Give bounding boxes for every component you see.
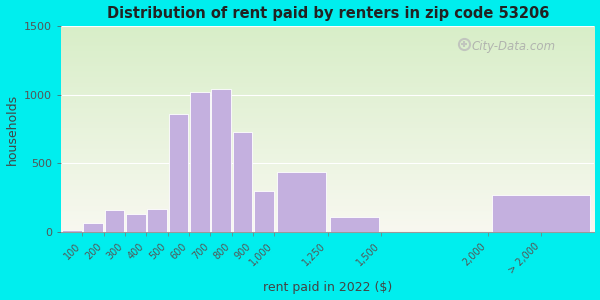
Y-axis label: households: households (5, 94, 19, 165)
Bar (83, 223, 103, 232)
Bar (190, 92, 209, 232)
Bar (62, 230, 82, 232)
Bar (148, 209, 167, 232)
Bar (104, 210, 124, 232)
X-axis label: rent paid in 2022 ($): rent paid in 2022 ($) (263, 281, 392, 294)
Bar (254, 191, 274, 232)
Bar (492, 195, 590, 232)
Bar (277, 172, 326, 232)
Text: City-Data.com: City-Data.com (472, 40, 556, 53)
Bar (169, 114, 188, 232)
Title: Distribution of rent paid by renters in zip code 53206: Distribution of rent paid by renters in … (107, 6, 549, 21)
Bar (126, 214, 146, 232)
Bar (233, 132, 252, 232)
Bar (330, 217, 379, 232)
Bar (211, 89, 231, 232)
